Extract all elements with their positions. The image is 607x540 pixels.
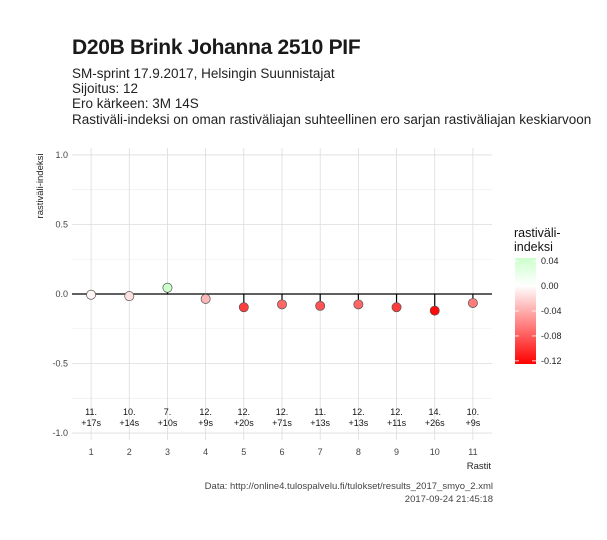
point-label-time: +26s	[425, 418, 445, 428]
point-label-time: +9s	[198, 418, 213, 428]
x-tick-label: 2	[127, 447, 132, 457]
point-label-time: +11s	[387, 418, 407, 428]
point-layer	[86, 282, 478, 316]
point-label-time: +9s	[466, 418, 481, 428]
y-axis-ticks: 1.0 0.5 0.0 -0.5 -1.0	[52, 150, 68, 438]
data-point	[124, 291, 135, 302]
data-point	[238, 302, 249, 313]
x-tick-label: 3	[165, 447, 170, 457]
point-label-time: +13s	[310, 418, 330, 428]
point-label-rank: 12.	[276, 407, 289, 417]
legend-title-line-1: rastiväli-	[514, 226, 561, 240]
point-label-time: +20s	[234, 418, 254, 428]
y-tick-label: 0.5	[55, 219, 68, 229]
point-label-rank: 10.	[123, 407, 136, 417]
data-point	[467, 298, 478, 308]
legend-tick-label: -0.04	[541, 306, 562, 316]
data-point	[86, 289, 97, 300]
y-tick-label: 1.0	[55, 150, 68, 160]
legend-title-line-2: indeksi	[514, 240, 553, 254]
data-point	[315, 300, 326, 311]
point-label-time: +10s	[158, 418, 178, 428]
point-label-rank: 10.	[467, 407, 480, 417]
data-point	[391, 302, 402, 313]
x-tick-label: 8	[356, 447, 361, 457]
point-label-rank: 12.	[238, 407, 251, 417]
y-tick-label: -0.5	[52, 359, 68, 369]
x-axis-title: Rastit	[467, 461, 492, 472]
point-label-rank: 12.	[199, 407, 212, 417]
legend-tick-label: -0.08	[541, 331, 562, 341]
subtitle-event: SM-sprint 17.9.2017, Helsingin Suunnista…	[72, 66, 335, 81]
point-label-rank: 12.	[390, 407, 403, 417]
data-point	[277, 299, 287, 310]
x-tick-label: 1	[89, 447, 94, 457]
data-point	[200, 293, 211, 304]
point-label-rank: 12.	[352, 407, 365, 417]
x-tick-label: 7	[318, 447, 323, 457]
point-label-time: +14s	[119, 418, 139, 428]
x-tick-label: 9	[394, 447, 399, 457]
point-label-time: +17s	[81, 418, 101, 428]
caption-source: Data: http://online4.tulospalvelu.fi/tul…	[204, 481, 493, 492]
point-label-rank: 14.	[428, 407, 441, 417]
legend-tick-label: -0.12	[541, 356, 562, 366]
point-label-time: +13s	[348, 418, 368, 428]
x-tick-label: 6	[279, 447, 284, 457]
page-title: D20B Brink Johanna 2510 PIF	[72, 36, 361, 59]
y-tick-label: -1.0	[52, 428, 68, 438]
legend-tick-label: 0.04	[541, 256, 559, 266]
legend-tick-label: 0.00	[541, 281, 559, 291]
data-point	[162, 282, 173, 293]
subtitle-index-description: Rastiväli-indeksi on oman rastiväliajan …	[72, 112, 592, 127]
subtitle-gap-to-leader: Ero kärkeen: 3M 14S	[72, 96, 199, 111]
x-axis-ticks: 1 2 3 4 5 6 7 8 9 10 11	[89, 447, 478, 457]
point-label-time: +71s	[272, 418, 292, 428]
legend-color-bar	[515, 258, 536, 364]
point-label-layer: 11.+17s10.+14s7.+10s12.+9s12.+20s12.+71s…	[81, 407, 481, 428]
point-label-rank: 11.	[314, 407, 326, 417]
x-tick-label: 4	[203, 447, 208, 457]
data-point	[429, 305, 440, 316]
y-tick-label: 0.0	[55, 289, 68, 299]
legend: rastiväli- indeksi 0.04 0.00 -0.04 -0.08 -0.…	[514, 226, 562, 366]
caption: Data: http://online4.tulospalvelu.fi/tul…	[205, 480, 493, 506]
point-label-rank: 7.	[164, 407, 172, 417]
point-label-rank: 11.	[85, 407, 97, 417]
x-tick-label: 11	[468, 447, 477, 457]
y-axis-title: rastiväli-indeksi	[35, 154, 46, 219]
x-tick-label: 5	[241, 447, 246, 457]
subtitle-placement: Sijoitus: 12	[72, 81, 139, 96]
data-point	[353, 299, 364, 310]
caption-timestamp: 2017-09-24 21:45:18	[404, 494, 493, 505]
x-tick-label: 10	[430, 447, 440, 457]
